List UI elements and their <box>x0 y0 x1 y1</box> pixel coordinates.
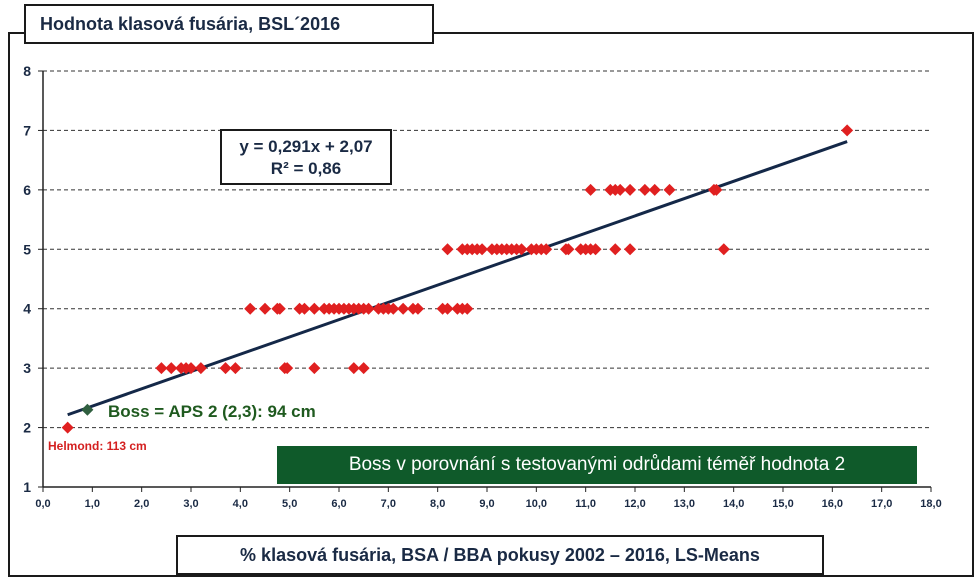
chart-title: Hodnota klasová fusária, BSL´2016 <box>24 4 434 44</box>
y-tick-label: 1 <box>23 479 31 495</box>
x-tick-label: 2,0 <box>134 498 149 510</box>
boss-annotation: Boss = APS 2 (2,3): 94 cm <box>108 402 316 421</box>
data-point <box>663 183 676 196</box>
y-tick-label: 4 <box>23 301 31 317</box>
data-point <box>308 362 321 375</box>
data-point <box>710 183 723 196</box>
data-point <box>589 243 602 256</box>
y-tick-label: 8 <box>23 63 31 79</box>
y-tick-labels: 1 2 3 4 5 6 7 8 <box>23 63 31 495</box>
x-tick-label: 12,0 <box>624 498 645 510</box>
x-tick-label: 9,0 <box>479 498 494 510</box>
data-point <box>624 243 637 256</box>
y-tick-label: 5 <box>23 241 31 257</box>
data-point <box>362 302 375 315</box>
data-point <box>476 243 489 256</box>
trendline-group <box>67 140 848 417</box>
y-tick-label: 3 <box>23 360 31 376</box>
x-tick-label: 13,0 <box>674 498 695 510</box>
x-tick-label: 11,0 <box>575 498 596 510</box>
data-point <box>347 362 360 375</box>
x-tick-label: 17,0 <box>871 498 892 510</box>
data-point <box>244 302 257 315</box>
x-tick-label: 3,0 <box>183 498 198 510</box>
data-point <box>273 302 286 315</box>
data-point <box>614 183 627 196</box>
data-point <box>515 243 528 256</box>
data-point <box>61 421 74 434</box>
data-point <box>648 183 661 196</box>
data-point <box>387 302 400 315</box>
data-point <box>155 362 168 375</box>
x-tick-label: 14,0 <box>723 498 744 510</box>
data-point <box>165 362 178 375</box>
data-point <box>308 302 321 315</box>
x-axis-label: % klasová fusária, BSA / BBA pokusy 2002… <box>176 535 824 575</box>
y-tick-label: 7 <box>23 122 31 138</box>
axes <box>38 70 932 492</box>
data-point <box>397 302 410 315</box>
data-point <box>540 243 553 256</box>
x-tick-label: 8,0 <box>430 498 445 510</box>
x-tick-labels: 0,0 1,0 2,0 3,0 4,0 5,0 6,0 7,0 8,0 9,0 10,0 11,0 12… <box>35 498 941 510</box>
x-tick-label: 1,0 <box>85 498 100 510</box>
data-point <box>281 362 294 375</box>
trendline <box>67 140 848 417</box>
y-tick-label: 2 <box>23 420 31 436</box>
r-squared: R² = 0,86 <box>270 159 342 178</box>
data-point <box>259 302 271 315</box>
y-tick-label: 6 <box>23 182 31 198</box>
x-tick-label: 4,0 <box>233 498 248 510</box>
data-point <box>841 124 854 137</box>
data-point <box>219 362 232 375</box>
x-tick-label: 18,0 <box>920 498 941 510</box>
x-tick-label: 7,0 <box>381 498 396 510</box>
x-tick-label: 0,0 <box>35 498 50 510</box>
data-point <box>298 302 311 315</box>
data-point <box>624 183 637 196</box>
data-point <box>441 302 454 315</box>
data-point <box>81 403 94 416</box>
trendline-equation: y = 0,291x + 2,07 <box>239 137 373 156</box>
data-point <box>717 243 730 256</box>
chart-frame <box>8 32 974 577</box>
data-point <box>638 183 651 196</box>
data-point <box>562 243 575 256</box>
data-point <box>357 362 370 375</box>
data-point <box>194 362 207 375</box>
x-tick-label: 15,0 <box>772 498 793 510</box>
helmond-annotation: Helmond: 113 cm <box>48 439 147 453</box>
x-tick-label: 16,0 <box>822 498 843 510</box>
data-point <box>185 362 197 375</box>
data-point <box>584 183 597 196</box>
data-point <box>441 243 454 256</box>
x-tick-label: 6,0 <box>331 498 346 510</box>
trendline-equation-box: y = 0,291x + 2,07 R² = 0,86 <box>220 129 392 185</box>
comparison-callout: Boss v porovnání s testovanými odrůdami … <box>277 446 917 484</box>
data-point <box>411 302 424 315</box>
x-tick-label: 5,0 <box>282 498 297 510</box>
data-points <box>61 124 854 434</box>
x-tick-label: 10,0 <box>526 498 547 510</box>
data-point <box>609 243 622 256</box>
data-point <box>229 362 242 375</box>
data-point <box>461 302 474 315</box>
